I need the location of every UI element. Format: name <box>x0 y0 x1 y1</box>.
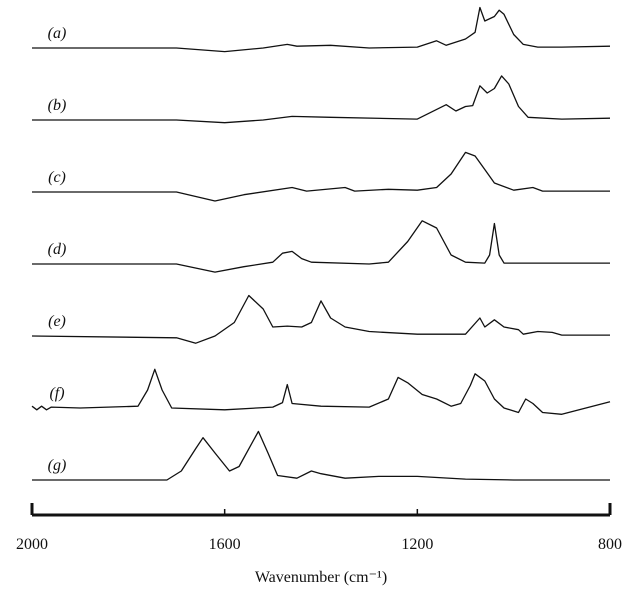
series-label: (e) <box>48 313 66 330</box>
x-tick-label: 800 <box>598 536 622 553</box>
spectrum-line <box>31 294 610 344</box>
series-label: (d) <box>48 241 67 258</box>
spectrum-line <box>32 6 611 53</box>
spectrum-line <box>31 368 611 415</box>
x-tick-label: 2000 <box>16 536 48 553</box>
x-tick-label: 1200 <box>401 536 433 553</box>
x-tick-label: 1600 <box>209 536 241 553</box>
series-label: (c) <box>48 169 66 186</box>
x-axis-label: Wavenumber (cm⁻¹) <box>255 569 387 586</box>
series-label: (a) <box>48 25 67 42</box>
spectrum-line <box>32 75 611 124</box>
spectrum-line <box>32 220 610 273</box>
series-label: (b) <box>48 97 67 114</box>
series-label: (f) <box>49 385 64 402</box>
series-label: (g) <box>48 457 67 474</box>
spectrum-line <box>32 430 610 481</box>
spectrum-line <box>32 151 610 202</box>
